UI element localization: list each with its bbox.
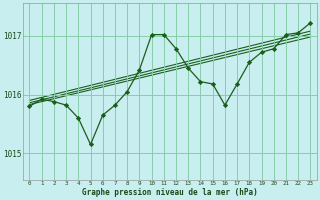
X-axis label: Graphe pression niveau de la mer (hPa): Graphe pression niveau de la mer (hPa): [82, 188, 258, 197]
